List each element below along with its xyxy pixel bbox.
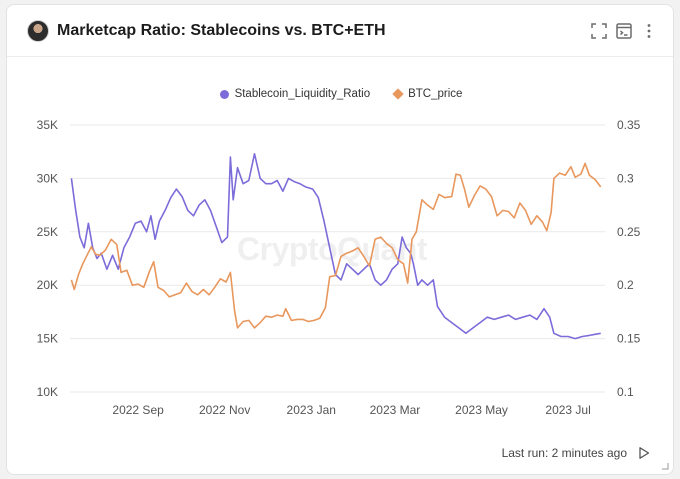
legend-marker-stablecoin	[219, 89, 229, 99]
y-right-tick-label: 0.1	[617, 385, 634, 399]
y-left-tick-label: 30K	[37, 171, 58, 185]
y-right-tick-label: 0.25	[617, 225, 641, 239]
last-run-text: Last run: 2 minutes ago	[501, 446, 627, 460]
line-chart: 10K 0.1 15K 0.15 20K 0.2 25K 0.25 30K 0.3 35K 0.35 2…	[37, 118, 641, 417]
chart-card: Marketcap Ratio: Stablecoins vs. BTC+ETH…	[6, 4, 674, 475]
legend-item-stablecoin[interactable]: Stablecoin_Liquidity_Ratio	[219, 88, 371, 100]
play-icon[interactable]	[637, 446, 651, 460]
x-tick-label: 2023 Jan	[287, 403, 336, 417]
legend-label-stablecoin: Stablecoin_Liquidity_Ratio	[234, 88, 371, 100]
legend-item-btc[interactable]: BTC_price	[392, 88, 463, 100]
chart-title: Marketcap Ratio: Stablecoins vs. BTC+ETH	[57, 22, 386, 39]
legend: Stablecoin_Liquidity_Ratio BTC_price	[7, 88, 673, 100]
chart-area: Stablecoin_Liquidity_Ratio BTC_price Cry…	[7, 58, 673, 474]
y-right-tick-label: 0.35	[617, 118, 641, 132]
y-left-tick-label: 20K	[37, 278, 58, 292]
avatar	[27, 20, 49, 42]
y-right-tick-label: 0.3	[617, 171, 634, 185]
x-tick-label: 2023 Mar	[370, 403, 421, 417]
card-footer: Last run: 2 minutes ago	[502, 446, 651, 460]
resize-handle-icon[interactable]	[661, 462, 669, 470]
series-line-stablecoin-liquidity-ratio	[70, 153, 601, 340]
series-line-btc-price	[70, 162, 602, 329]
console-icon[interactable]	[614, 21, 634, 41]
y-left-tick-label: 10K	[37, 385, 58, 399]
y-right-tick-label: 0.2	[617, 278, 634, 292]
y-right-tick-label: 0.15	[617, 332, 641, 346]
fullscreen-icon[interactable]	[589, 21, 609, 41]
y-left-tick-label: 25K	[37, 225, 58, 239]
y-left-tick-label: 15K	[37, 332, 58, 346]
x-tick-label: 2022 Sep	[112, 403, 164, 417]
card-header: Marketcap Ratio: Stablecoins vs. BTC+ETH	[7, 5, 673, 57]
y-left-tick-label: 35K	[37, 118, 58, 132]
x-tick-label: 2022 Nov	[199, 403, 250, 417]
x-tick-label: 2023 May	[455, 403, 508, 417]
more-vertical-icon[interactable]	[639, 21, 659, 41]
x-tick-label: 2023 Jul	[545, 403, 590, 417]
legend-label-btc: BTC_price	[408, 88, 463, 100]
